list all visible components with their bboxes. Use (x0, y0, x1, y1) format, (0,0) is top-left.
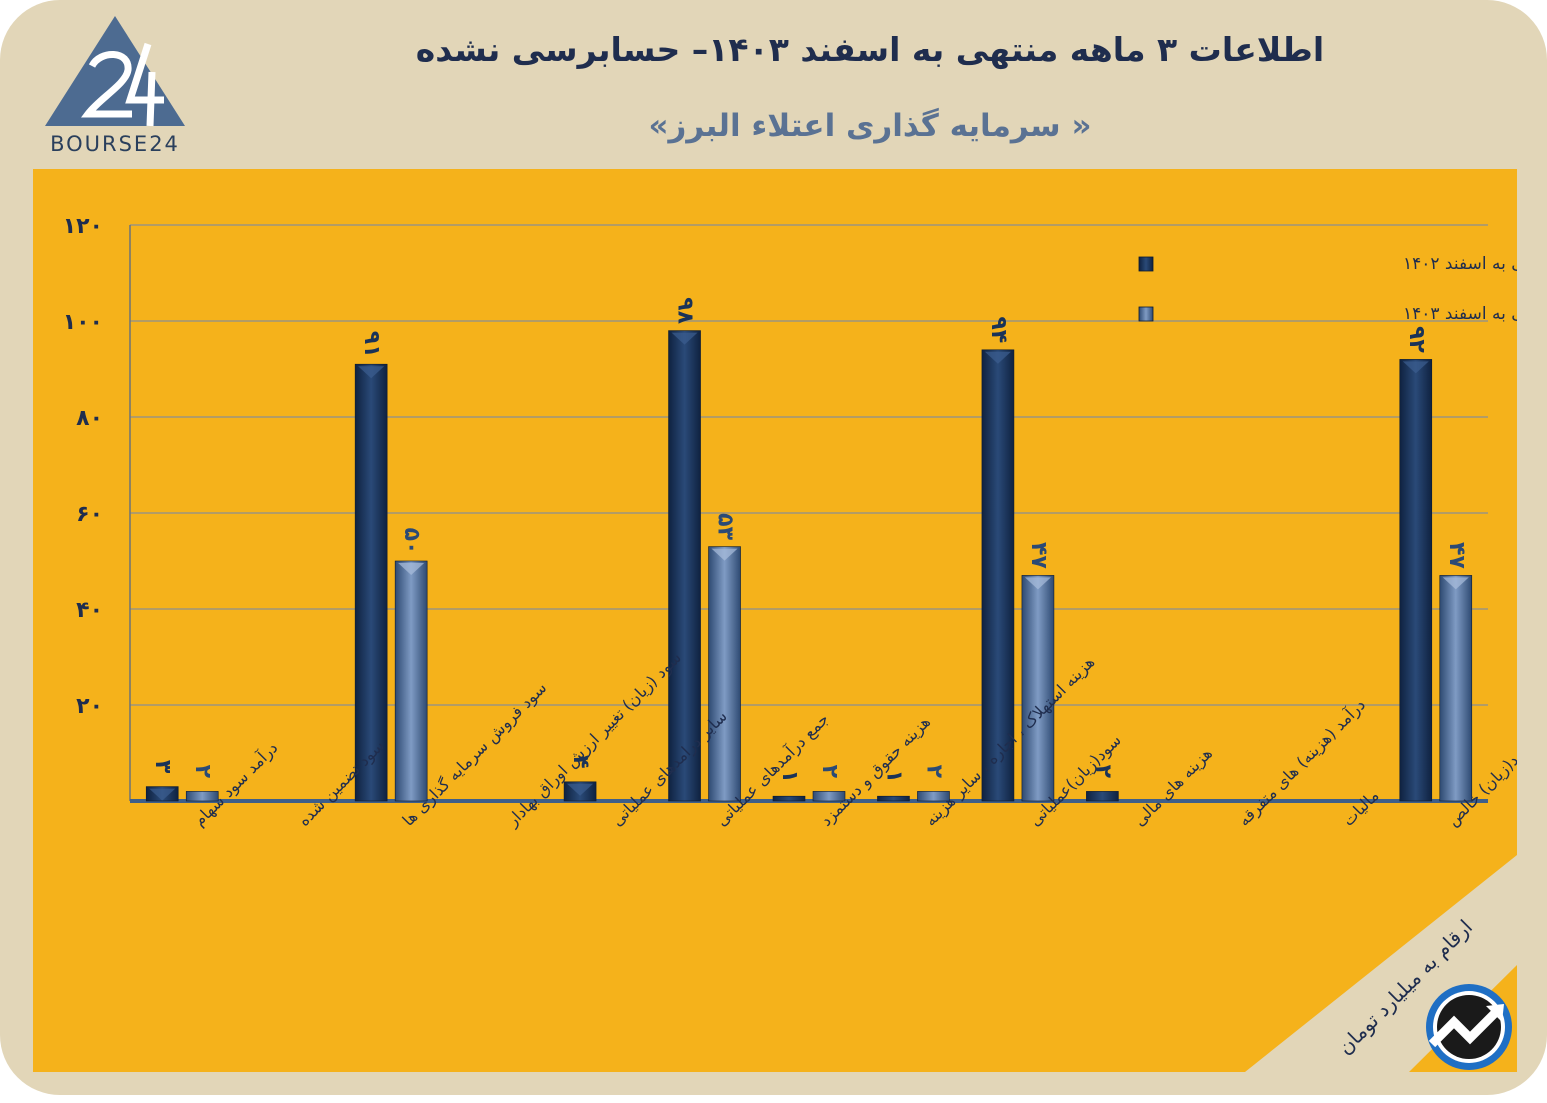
data-label: ۹۴ (986, 316, 1011, 343)
bar-1403 (185, 791, 219, 802)
data-label: ۵۰ (399, 528, 424, 555)
bar-1402 (981, 349, 1015, 802)
page-title: اطلاعات ۳ ماهه منتهی به اسفند ۱۴۰۳– حساب… (415, 30, 1325, 69)
bar-bevel (149, 788, 176, 801)
data-label: ۴۷ (1444, 542, 1469, 569)
bar-1403 (812, 791, 846, 802)
data-label: ۲ (817, 765, 842, 779)
corner-accent (1245, 855, 1517, 1072)
bar-bevel (1442, 577, 1469, 590)
y-tick-label: ۱۲۰ (63, 214, 103, 239)
bar-1402 (772, 795, 806, 802)
bar-1402 (877, 795, 910, 802)
logo-text: BOURSE24 (50, 132, 180, 156)
bar-bevel (567, 783, 594, 796)
data-label: ۱ (881, 769, 906, 782)
bar-bevel (1402, 361, 1429, 374)
data-label: ۴۷ (1026, 542, 1051, 569)
legend-label: عملکرد منتهی به اسفند ۱۴۰۲ (1403, 254, 1517, 274)
legend-swatch (1138, 256, 1154, 272)
legend-label: عملکرد منتهی به اسفند ۱۴۰۳ (1403, 304, 1517, 324)
bourse24-logo (45, 16, 185, 127)
data-label: ۲ (921, 765, 946, 779)
y-tick-label: ۸۰ (76, 406, 103, 431)
trend-arrow-icon (1426, 984, 1512, 1070)
bar-1403 (394, 560, 428, 802)
data-label: ۴ (568, 755, 593, 768)
y-tick-label: ۶۰ (76, 502, 103, 527)
bar-bevel (711, 548, 738, 561)
data-label: ۵۳ (713, 513, 738, 540)
data-label: ۹۱ (359, 331, 384, 358)
y-tick-label: ۱۰۰ (63, 310, 103, 335)
bar-bevel (398, 563, 425, 575)
data-label: ۲ (190, 765, 215, 779)
bar-bevel (984, 351, 1011, 364)
bar-1402 (1399, 359, 1433, 802)
company-subtitle: « سرمایه گذاری اعتلاء البرز» (648, 108, 1092, 144)
data-label: ۳ (150, 760, 175, 774)
bar-1402 (668, 330, 701, 802)
bar-bevel (1024, 577, 1051, 590)
bar-1403 (917, 791, 950, 802)
bar-1403 (1021, 575, 1055, 802)
bar-1403 (708, 546, 741, 802)
data-label: ۱ (777, 769, 802, 782)
data-label: ۹۸ (673, 297, 698, 324)
bar-1402 (1086, 791, 1119, 802)
data-label: ۲ (1090, 765, 1115, 779)
chart-panel: ۲۰ ۴۰ ۶۰ ۸۰ ۱۰۰ ۱۲۰ ۳ ۲ درآمد سود سهام سود تضمین… (33, 169, 1517, 1072)
bar-1402 (354, 363, 388, 802)
bar-bevel (358, 366, 385, 379)
bar-bevel (671, 332, 698, 345)
legend-swatch (1138, 306, 1154, 322)
y-tick-label: ۲۰ (76, 694, 103, 719)
data-label: ۹۲ (1404, 326, 1429, 353)
bar-1403 (1439, 575, 1473, 802)
y-tick-label: ۴۰ (76, 598, 103, 623)
